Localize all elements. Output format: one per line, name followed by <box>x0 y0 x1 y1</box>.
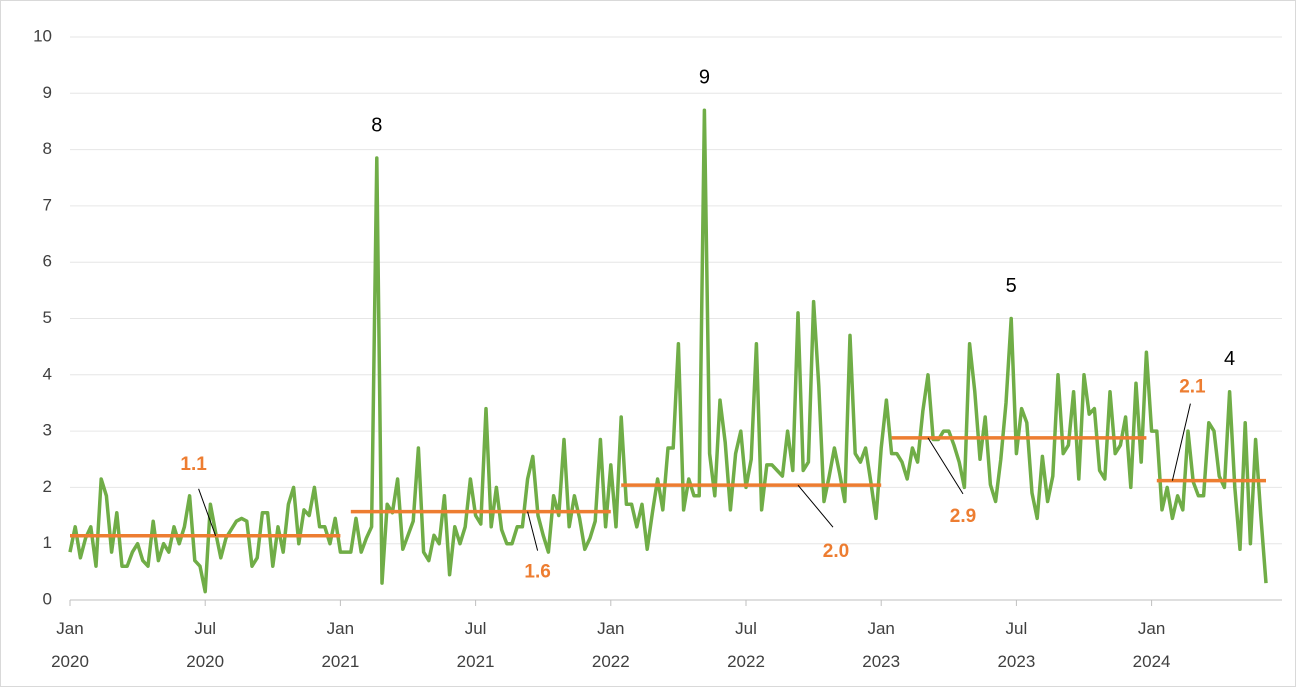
average-label: 1.6 <box>524 562 550 583</box>
leader-line <box>1171 403 1191 481</box>
peak-label: 8 <box>371 114 382 136</box>
y-tick-label: 5 <box>43 308 52 327</box>
average-label: 2.0 <box>823 541 849 562</box>
leader-line <box>198 488 217 536</box>
peak-label: 5 <box>1006 275 1017 297</box>
x-tick-label: Jul 2023 <box>997 619 1036 671</box>
average-label: 2.1 <box>1179 377 1206 398</box>
x-tick-label: Jan 2021 <box>321 619 360 671</box>
data-line <box>68 108 1268 594</box>
y-tick-label: 2 <box>43 477 52 496</box>
x-tick-label: Jan 2020 <box>51 619 89 671</box>
average-label: 1.1 <box>180 454 207 475</box>
average-label: 2.9 <box>950 506 976 527</box>
average-line <box>70 436 1266 538</box>
x-tick-label: Jan 2023 <box>862 619 901 671</box>
y-tick-label: 1 <box>43 533 52 552</box>
peak-label: 9 <box>699 66 710 88</box>
y-tick-label: 10 <box>33 26 52 45</box>
x-tick-label: Jan 2022 <box>591 619 630 671</box>
x-tick-label: Jan 2024 <box>1132 619 1171 671</box>
leader-line <box>927 437 964 495</box>
peak-label: 4 <box>1224 348 1235 370</box>
y-tick-label: 9 <box>43 83 52 102</box>
y-tick-label: 3 <box>43 421 52 440</box>
x-tick-label: Jul 2020 <box>186 619 225 671</box>
y-tick-label: 6 <box>43 252 52 271</box>
x-tick-label: Jul 2021 <box>456 619 495 671</box>
leader-line <box>527 511 539 551</box>
x-tick-label: Jul 2022 <box>727 619 765 671</box>
y-tick-label: 4 <box>43 364 52 383</box>
y-tick-label: 7 <box>43 195 52 214</box>
leader-line <box>797 484 834 528</box>
y-tick-label: 0 <box>43 589 52 608</box>
y-tick-label: 8 <box>43 139 52 158</box>
